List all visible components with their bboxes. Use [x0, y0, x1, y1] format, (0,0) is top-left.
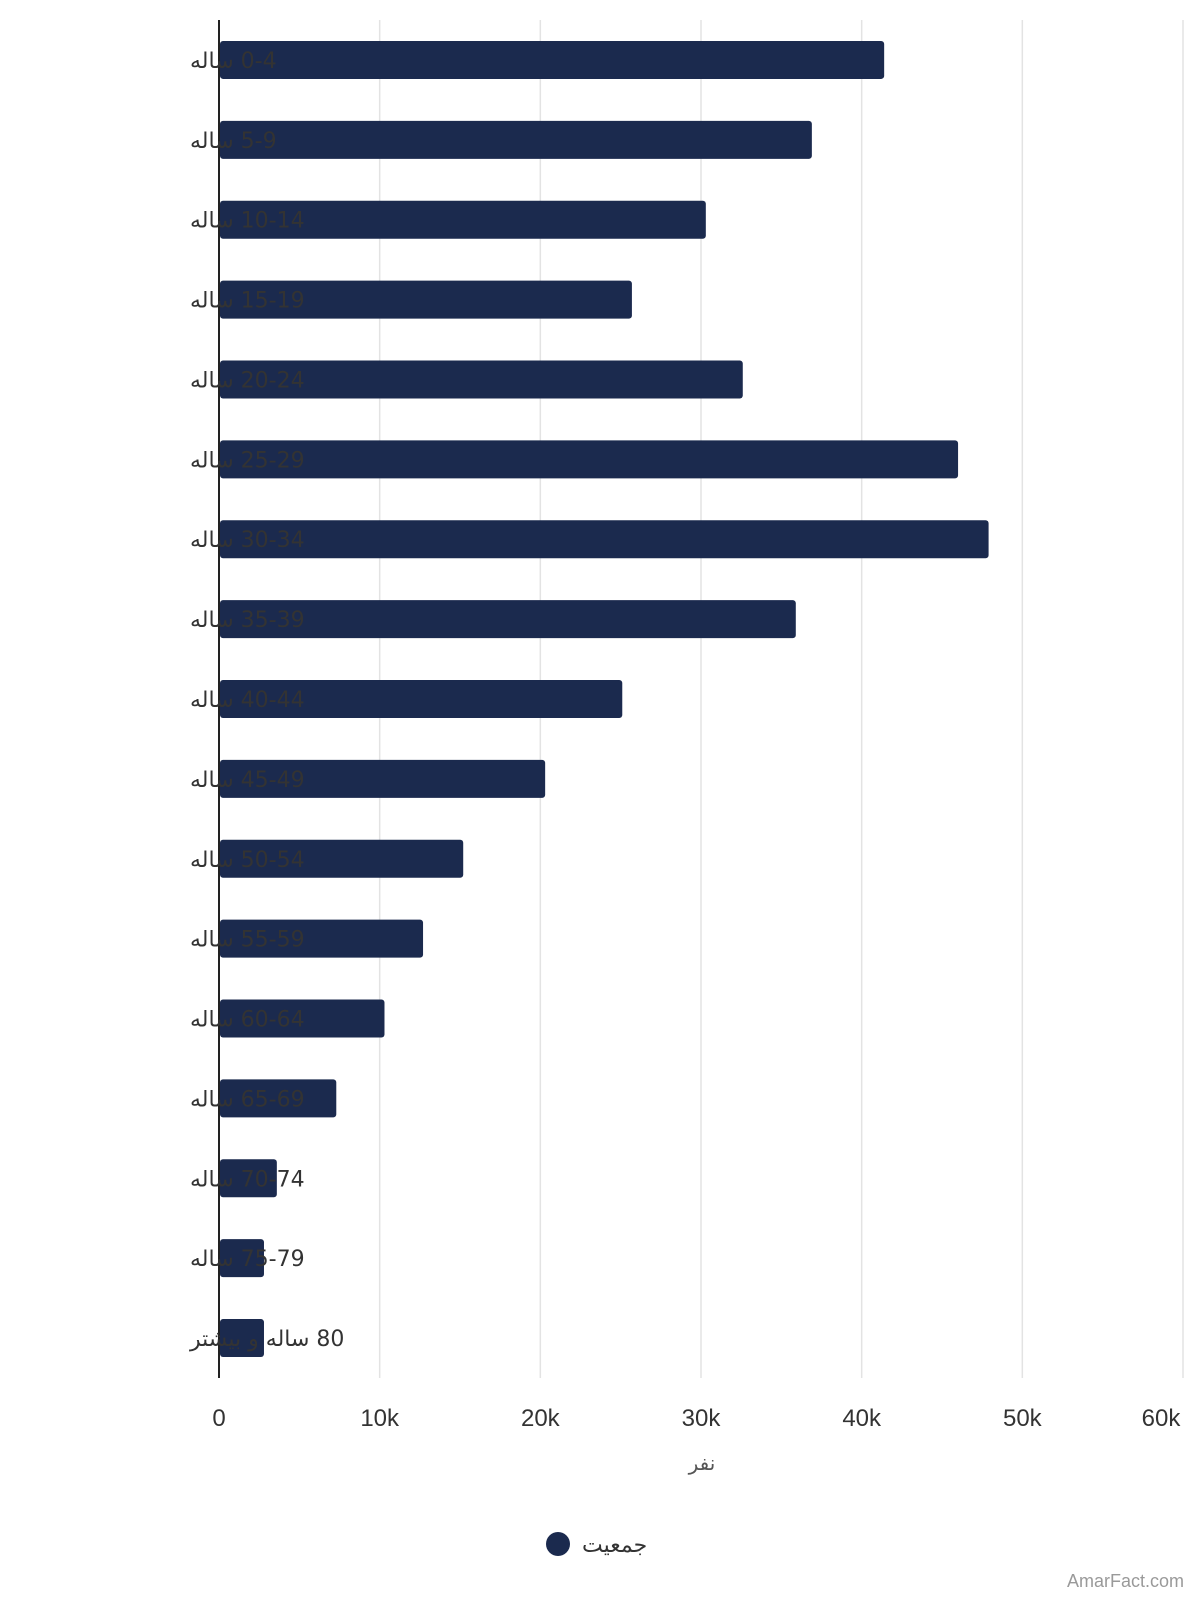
- bars: [220, 40, 989, 1358]
- bar[interactable]: [220, 440, 959, 479]
- category-label: 25-29 ساله: [190, 448, 305, 473]
- bar[interactable]: [220, 120, 812, 159]
- category-label: 55-59 ساله: [190, 928, 305, 953]
- x-tick-label: 60k: [1142, 1405, 1182, 1432]
- bar[interactable]: [220, 1239, 264, 1278]
- category-label: 0-4 ساله: [190, 49, 277, 74]
- bar[interactable]: [220, 999, 385, 1038]
- legend-marker: [546, 1532, 570, 1556]
- category-label: 50-54 ساله: [190, 848, 305, 873]
- bar[interactable]: [220, 280, 632, 319]
- bar[interactable]: [220, 680, 623, 718]
- x-tick-label: 10k: [360, 1405, 400, 1432]
- category-label: 65-69 ساله: [190, 1087, 305, 1112]
- bar[interactable]: [220, 360, 743, 399]
- category-label: 5-9 ساله: [190, 129, 277, 154]
- bar[interactable]: [220, 1159, 277, 1198]
- category-label: 80 ساله و بیشتر: [189, 1327, 344, 1352]
- bar[interactable]: [220, 839, 464, 878]
- bar[interactable]: [220, 200, 706, 239]
- category-label: 40-44 ساله: [190, 688, 305, 713]
- category-label: 15-19 ساله: [190, 289, 305, 314]
- gridlines: [378, 20, 1184, 1378]
- bar[interactable]: [220, 759, 546, 798]
- x-tick-label: 50k: [1003, 1405, 1043, 1432]
- category-label: 30-34 ساله: [190, 528, 305, 553]
- category-label: 10-14 ساله: [190, 209, 305, 234]
- bar[interactable]: [220, 919, 424, 958]
- x-axis-title: نفر: [688, 1451, 716, 1475]
- x-tick-labels: 0 10k 20k 30k 40k 50k 60k: [212, 1405, 1181, 1432]
- bar[interactable]: [220, 600, 796, 639]
- category-label: 70-74 ساله: [190, 1167, 305, 1192]
- x-tick-label: 0: [212, 1405, 225, 1432]
- category-label: 20-24 ساله: [190, 368, 305, 393]
- legend[interactable]: جمعیت: [546, 1532, 647, 1558]
- bar[interactable]: [220, 520, 989, 559]
- category-label: 75-79 ساله: [190, 1247, 305, 1272]
- bar[interactable]: [220, 40, 885, 79]
- category-label: 45-49 ساله: [190, 768, 305, 793]
- bar[interactable]: [220, 1079, 337, 1118]
- x-tick-label: 40k: [842, 1405, 882, 1432]
- category-label: 35-39 ساله: [190, 608, 305, 633]
- legend-label: جمعیت: [582, 1533, 647, 1558]
- category-label: 60-64 ساله: [190, 1008, 305, 1033]
- bar[interactable]: [220, 1319, 264, 1358]
- x-tick-label: 20k: [521, 1405, 561, 1432]
- watermark: AmarFact.com: [1066, 1571, 1184, 1591]
- category-labels: 0-4 ساله 5-9 ساله 10-14 ساله 15-19 ساله 20-2…: [189, 49, 344, 1352]
- x-tick-label: 30k: [682, 1405, 722, 1432]
